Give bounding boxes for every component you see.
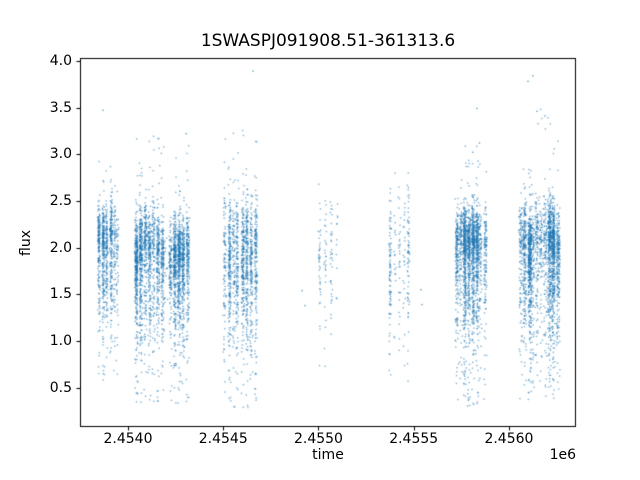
y-tick-label: 2.0 <box>49 239 72 256</box>
y-tick-label: 2.5 <box>49 192 72 209</box>
x-tick-label: 2.4555 <box>389 431 439 447</box>
y-tick-label: 4.0 <box>49 52 72 69</box>
x-tick-label: 2.4545 <box>198 431 248 447</box>
x-tick-label: 2.4550 <box>293 431 343 447</box>
chart-title: 1SWASPJ091908.51-361313.6 <box>200 31 456 51</box>
x-tick-label: 2.4540 <box>103 431 153 447</box>
y-tick-label: 3.0 <box>49 146 72 163</box>
y-tick-label: 1.0 <box>49 333 72 350</box>
y-tick-label: 3.5 <box>49 99 72 116</box>
x-axis-offset-text: 1e6 <box>549 447 576 463</box>
x-tick-label: 2.4560 <box>484 431 534 447</box>
y-tick-label: 1.5 <box>49 286 72 303</box>
x-axis-label: time <box>312 447 344 463</box>
y-tick-label: 0.5 <box>49 379 72 396</box>
